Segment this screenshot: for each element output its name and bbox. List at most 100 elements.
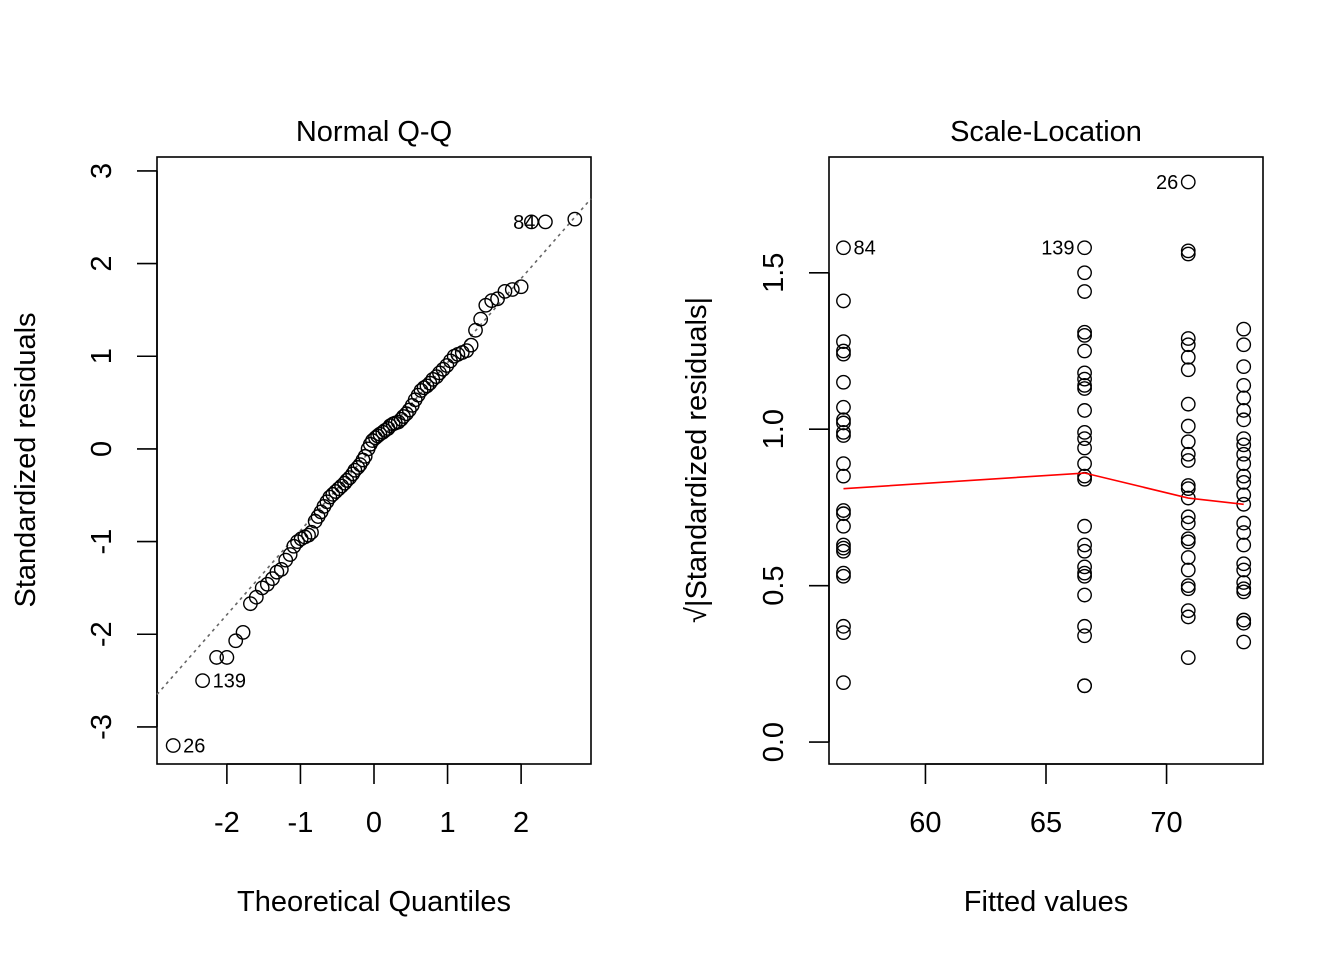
sl-data-point [1180, 453, 1196, 468]
sl-data-point [1077, 468, 1092, 484]
qq-data-point [350, 460, 366, 475]
sl-data-point [836, 346, 851, 362]
sl-point-label: 139 [1041, 238, 1074, 260]
sl-smoother-line [843, 472, 1244, 506]
sl-data-point [1180, 531, 1196, 547]
qq-point-label: 26 [183, 735, 205, 757]
sl-data-point [1077, 403, 1092, 418]
sl-point-label: 26 [1156, 172, 1178, 194]
qq-y-tick-label: 2 [86, 256, 118, 272]
sl-data-point [1236, 612, 1252, 628]
sl-data-point [1077, 327, 1092, 343]
sl-data-point [1077, 587, 1092, 603]
qq-y-tick-label: 1 [86, 348, 118, 364]
qq-data-point [310, 509, 326, 524]
sl-data-point [836, 543, 851, 559]
sl-data-point [836, 675, 851, 691]
qq-point-label: 84 [513, 212, 535, 234]
sl-y-tick-label: 0.5 [758, 565, 790, 605]
sl-data-point [1180, 418, 1196, 434]
sl-data-point [1236, 431, 1252, 446]
sl-data-point [1077, 537, 1092, 553]
qq-y-ticks: -3 -2 -1 0 1 2 3 [86, 163, 158, 740]
sl-data-point [1180, 481, 1196, 497]
qq-x-tick-label: -1 [288, 807, 314, 839]
sl-y-tick-label: 1.5 [758, 253, 790, 293]
qq-data-point [328, 484, 344, 499]
qq-y-tick-label: 3 [86, 163, 118, 179]
sl-data-point [1077, 618, 1092, 634]
sl-data-point [1077, 440, 1092, 456]
qq-data-point [235, 625, 251, 640]
sl-data-point [836, 334, 851, 350]
qq-data-point [286, 538, 302, 554]
qq-y-tick-label: -2 [86, 621, 118, 647]
qq-y-tick-label: 0 [86, 441, 118, 457]
qq-data-point [393, 411, 409, 427]
sl-data-point [1180, 581, 1196, 597]
sl-data-point [1180, 578, 1196, 594]
sl-x-tick-label: 60 [909, 807, 941, 839]
qq-x-tick-label: 2 [513, 807, 529, 839]
sl-data-point [1077, 424, 1092, 440]
qq-y-tick-label: -3 [86, 714, 118, 740]
sl-data-point [836, 503, 851, 518]
sl-data-point [1077, 678, 1092, 694]
sl-data-point [1236, 446, 1252, 462]
sl-data-point [836, 412, 851, 428]
sl-data-point [1236, 337, 1252, 353]
qq-data-point [325, 486, 341, 502]
qq-data-point [331, 481, 347, 497]
sl-data-point [1180, 603, 1196, 619]
sl-data-point [1180, 562, 1196, 578]
qq-data-point [484, 293, 500, 309]
sl-data-point [1180, 174, 1196, 190]
qq-data-point [342, 470, 358, 486]
sl-data-point [1236, 634, 1252, 650]
sl-data-point [1236, 515, 1252, 531]
sl-x-tick-label: 65 [1030, 807, 1062, 839]
qq-data-point [390, 414, 406, 430]
sl-data-point [1236, 378, 1252, 393]
sl-x-ticks: 60 65 70 [909, 763, 1183, 839]
sl-y-tick-label: 1.0 [758, 409, 790, 449]
qq-y-tick-label: -1 [86, 529, 118, 555]
sl-data-point [1180, 509, 1196, 525]
sl-data-point [836, 518, 851, 534]
qq-y-axis-label: Standardized residuals [10, 312, 42, 607]
qq-data-point [165, 738, 181, 753]
qq-data-point [380, 421, 396, 436]
qq-data-point [304, 524, 319, 540]
sl-data-point [1236, 537, 1252, 553]
sl-data-point [1236, 584, 1252, 600]
sl-data-point [1180, 243, 1196, 259]
sl-data-point [1077, 240, 1092, 256]
sl-data-point [836, 468, 851, 484]
sl-data-point [1180, 246, 1196, 262]
sl-data-point [1236, 562, 1252, 578]
sl-data-point [836, 540, 851, 556]
sl-data-point [1077, 371, 1092, 387]
sl-data-point [1077, 324, 1092, 340]
sl-data-point [1180, 515, 1196, 531]
sl-data-point [1077, 431, 1092, 446]
sl-data-point [1236, 412, 1252, 428]
sl-data-point [1077, 284, 1092, 299]
sl-data-point [1236, 359, 1252, 375]
qq-data-point [413, 383, 429, 398]
sl-data-point [1180, 349, 1196, 365]
sl-x-axis-label: Fitted values [964, 886, 1128, 918]
sl-data-point [1236, 468, 1252, 484]
qq-data-point [463, 337, 479, 353]
qq-data-point [347, 462, 363, 478]
sl-data-point [1236, 403, 1252, 418]
sl-data-point [1077, 343, 1092, 359]
qq-data-point [219, 650, 235, 665]
qq-data-point [290, 534, 305, 549]
sl-data-point [836, 374, 851, 390]
sl-data-point [1180, 446, 1196, 462]
qq-point-labels: 26 139 84 [183, 212, 535, 758]
sl-data-point [1236, 525, 1252, 540]
qq-x-tick-label: -2 [214, 807, 240, 839]
